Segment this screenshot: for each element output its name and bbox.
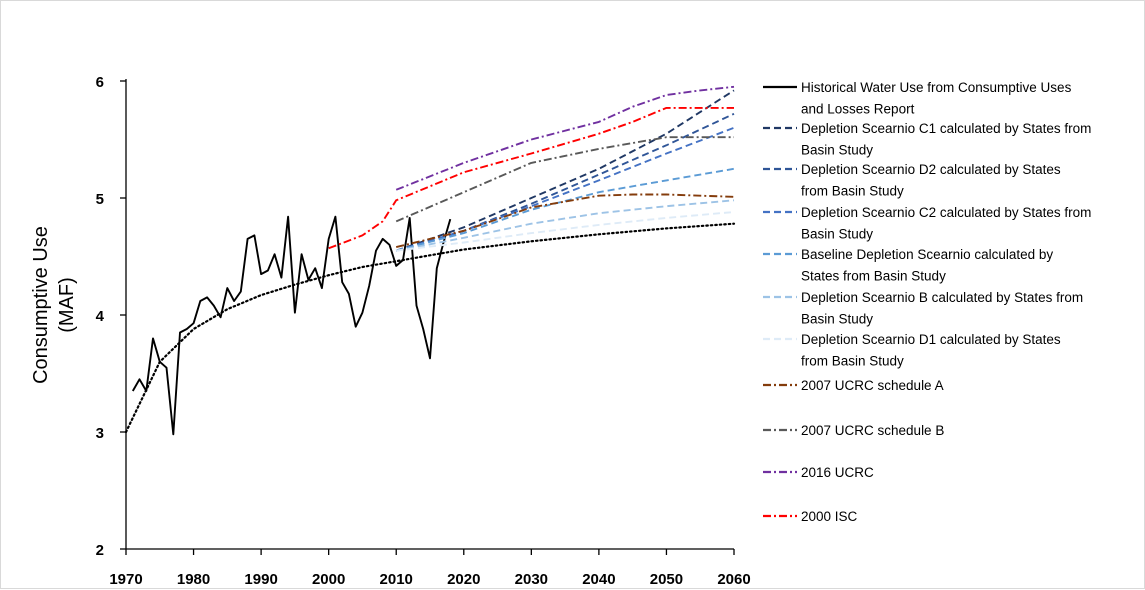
x-tick-label: 1970 [109,571,142,588]
legend-label-4: Baseline Depletion Scearnio calculated b… [801,247,1053,262]
axes: 2 3 4 5 6 1970 1980 1990 2000 2010 2020 2030 2040 205… [30,74,751,588]
series-line-6 [396,211,735,252]
series-line-0 [131,215,452,436]
x-tick-label: 1980 [177,571,210,588]
legend-label-0: and Losses Report [801,102,915,117]
series-line-4 [395,167,735,252]
series-line-1 [395,89,735,252]
legend-label-5: Depletion Scearnio B calculated by State… [801,290,1083,305]
series-line-10 [328,106,734,250]
x-tick-label: 1990 [244,571,277,588]
y-tick-label: 3 [96,425,104,442]
legend-label-10: 2000 ISC [801,509,858,524]
series-line-7 [395,193,735,249]
series-line-3 [395,126,735,252]
legend-label-6: Depletion Scearnio D1 calculated by Stat… [801,332,1061,347]
x-tick-label: 2000 [312,571,345,588]
x-tick-label: 2050 [650,571,683,588]
y-tick-label: 2 [96,542,104,559]
legend-label-0: Historical Water Use from Consumptive Us… [801,80,1072,95]
y-axis-label: Consumptive Use (MAF) [30,226,78,384]
legend-label-2: Depletion Scearnio D2 calculated by Stat… [801,162,1061,177]
x-tick-label: 2040 [582,571,615,588]
y-tick-label: 5 [96,191,104,208]
legend-label-5: Basin Study [801,312,873,327]
y-axis-label-line: Consumptive Use [30,226,52,384]
y-tick-label: 4 [96,308,105,325]
legend: Historical Water Use from Consumptive Us… [763,80,1091,524]
legend-label-7: 2007 UCRC schedule A [801,378,944,393]
legend-label-3: Basin Study [801,227,873,242]
legend-label-1: Depletion Scearnio C1 calculated by Stat… [801,121,1091,136]
legend-label-1: Basin Study [801,143,873,158]
legend-label-9: 2016 UCRC [801,465,874,480]
series-line-5 [396,199,735,252]
series-line-9 [395,85,735,191]
legend-label-8: 2007 UCRC schedule B [801,423,944,438]
y-tick-label: 6 [96,74,104,91]
x-tick-label: 2010 [380,571,413,588]
y-axis-label-line: (MAF) [56,277,78,333]
trendline [124,222,736,434]
legend-label-3: Depletion Scearnio C2 calculated by Stat… [801,205,1091,220]
legend-label-4: States from Basin Study [801,269,946,284]
series-group [124,85,736,436]
legend-label-2: from Basin Study [801,184,904,199]
legend-label-6: from Basin Study [801,354,904,369]
x-tick-label: 2030 [515,571,548,588]
x-tick-label: 2060 [717,571,750,588]
x-tick-label: 2020 [447,571,480,588]
